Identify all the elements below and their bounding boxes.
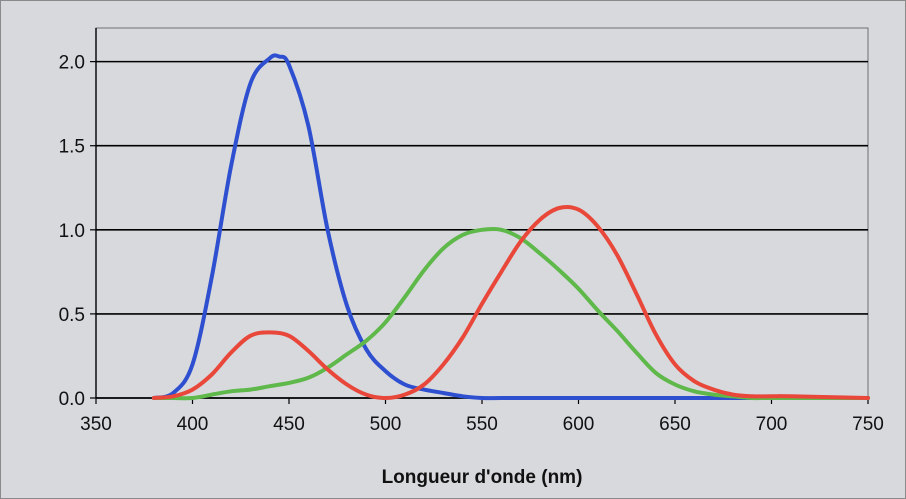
x-tick-label: 600 — [563, 414, 595, 435]
series-line-red — [151, 204, 870, 400]
x-tick-label: 650 — [659, 414, 691, 435]
y-tick-label: 0.0 — [59, 389, 85, 410]
x-tick-label: 350 — [80, 414, 112, 435]
x-tick-label: 500 — [370, 414, 402, 435]
tick-labels: 0.0 0.5 1.0 1.5 2.0 350 400 450 500 550 600 650 700 7… — [59, 53, 884, 435]
x-tick-label: 450 — [273, 414, 305, 435]
x-tick-label: 550 — [466, 414, 498, 435]
x-tick-label: 400 — [177, 414, 209, 435]
y-tick-label: 2.0 — [59, 53, 85, 74]
x-tick-label: 750 — [852, 414, 884, 435]
y-tick-label: 1.5 — [59, 137, 85, 158]
y-tick-label: 0.5 — [59, 305, 85, 326]
y-tick-label: 1.0 — [59, 221, 85, 242]
series-line-green — [151, 226, 870, 401]
x-tick-label: 700 — [756, 414, 788, 435]
data-series — [151, 53, 870, 401]
plot-area — [95, 27, 869, 399]
x-axis-label: Longueur d'onde (nm) — [382, 467, 583, 488]
